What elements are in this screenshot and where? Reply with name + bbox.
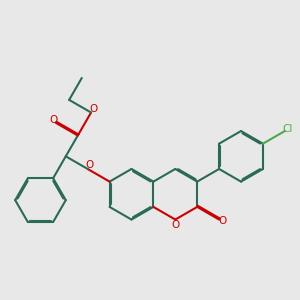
Text: Cl: Cl xyxy=(283,124,293,134)
Text: O: O xyxy=(218,216,226,226)
Text: O: O xyxy=(86,160,94,170)
Text: O: O xyxy=(89,103,98,113)
Text: O: O xyxy=(171,220,179,230)
Text: O: O xyxy=(50,115,58,125)
